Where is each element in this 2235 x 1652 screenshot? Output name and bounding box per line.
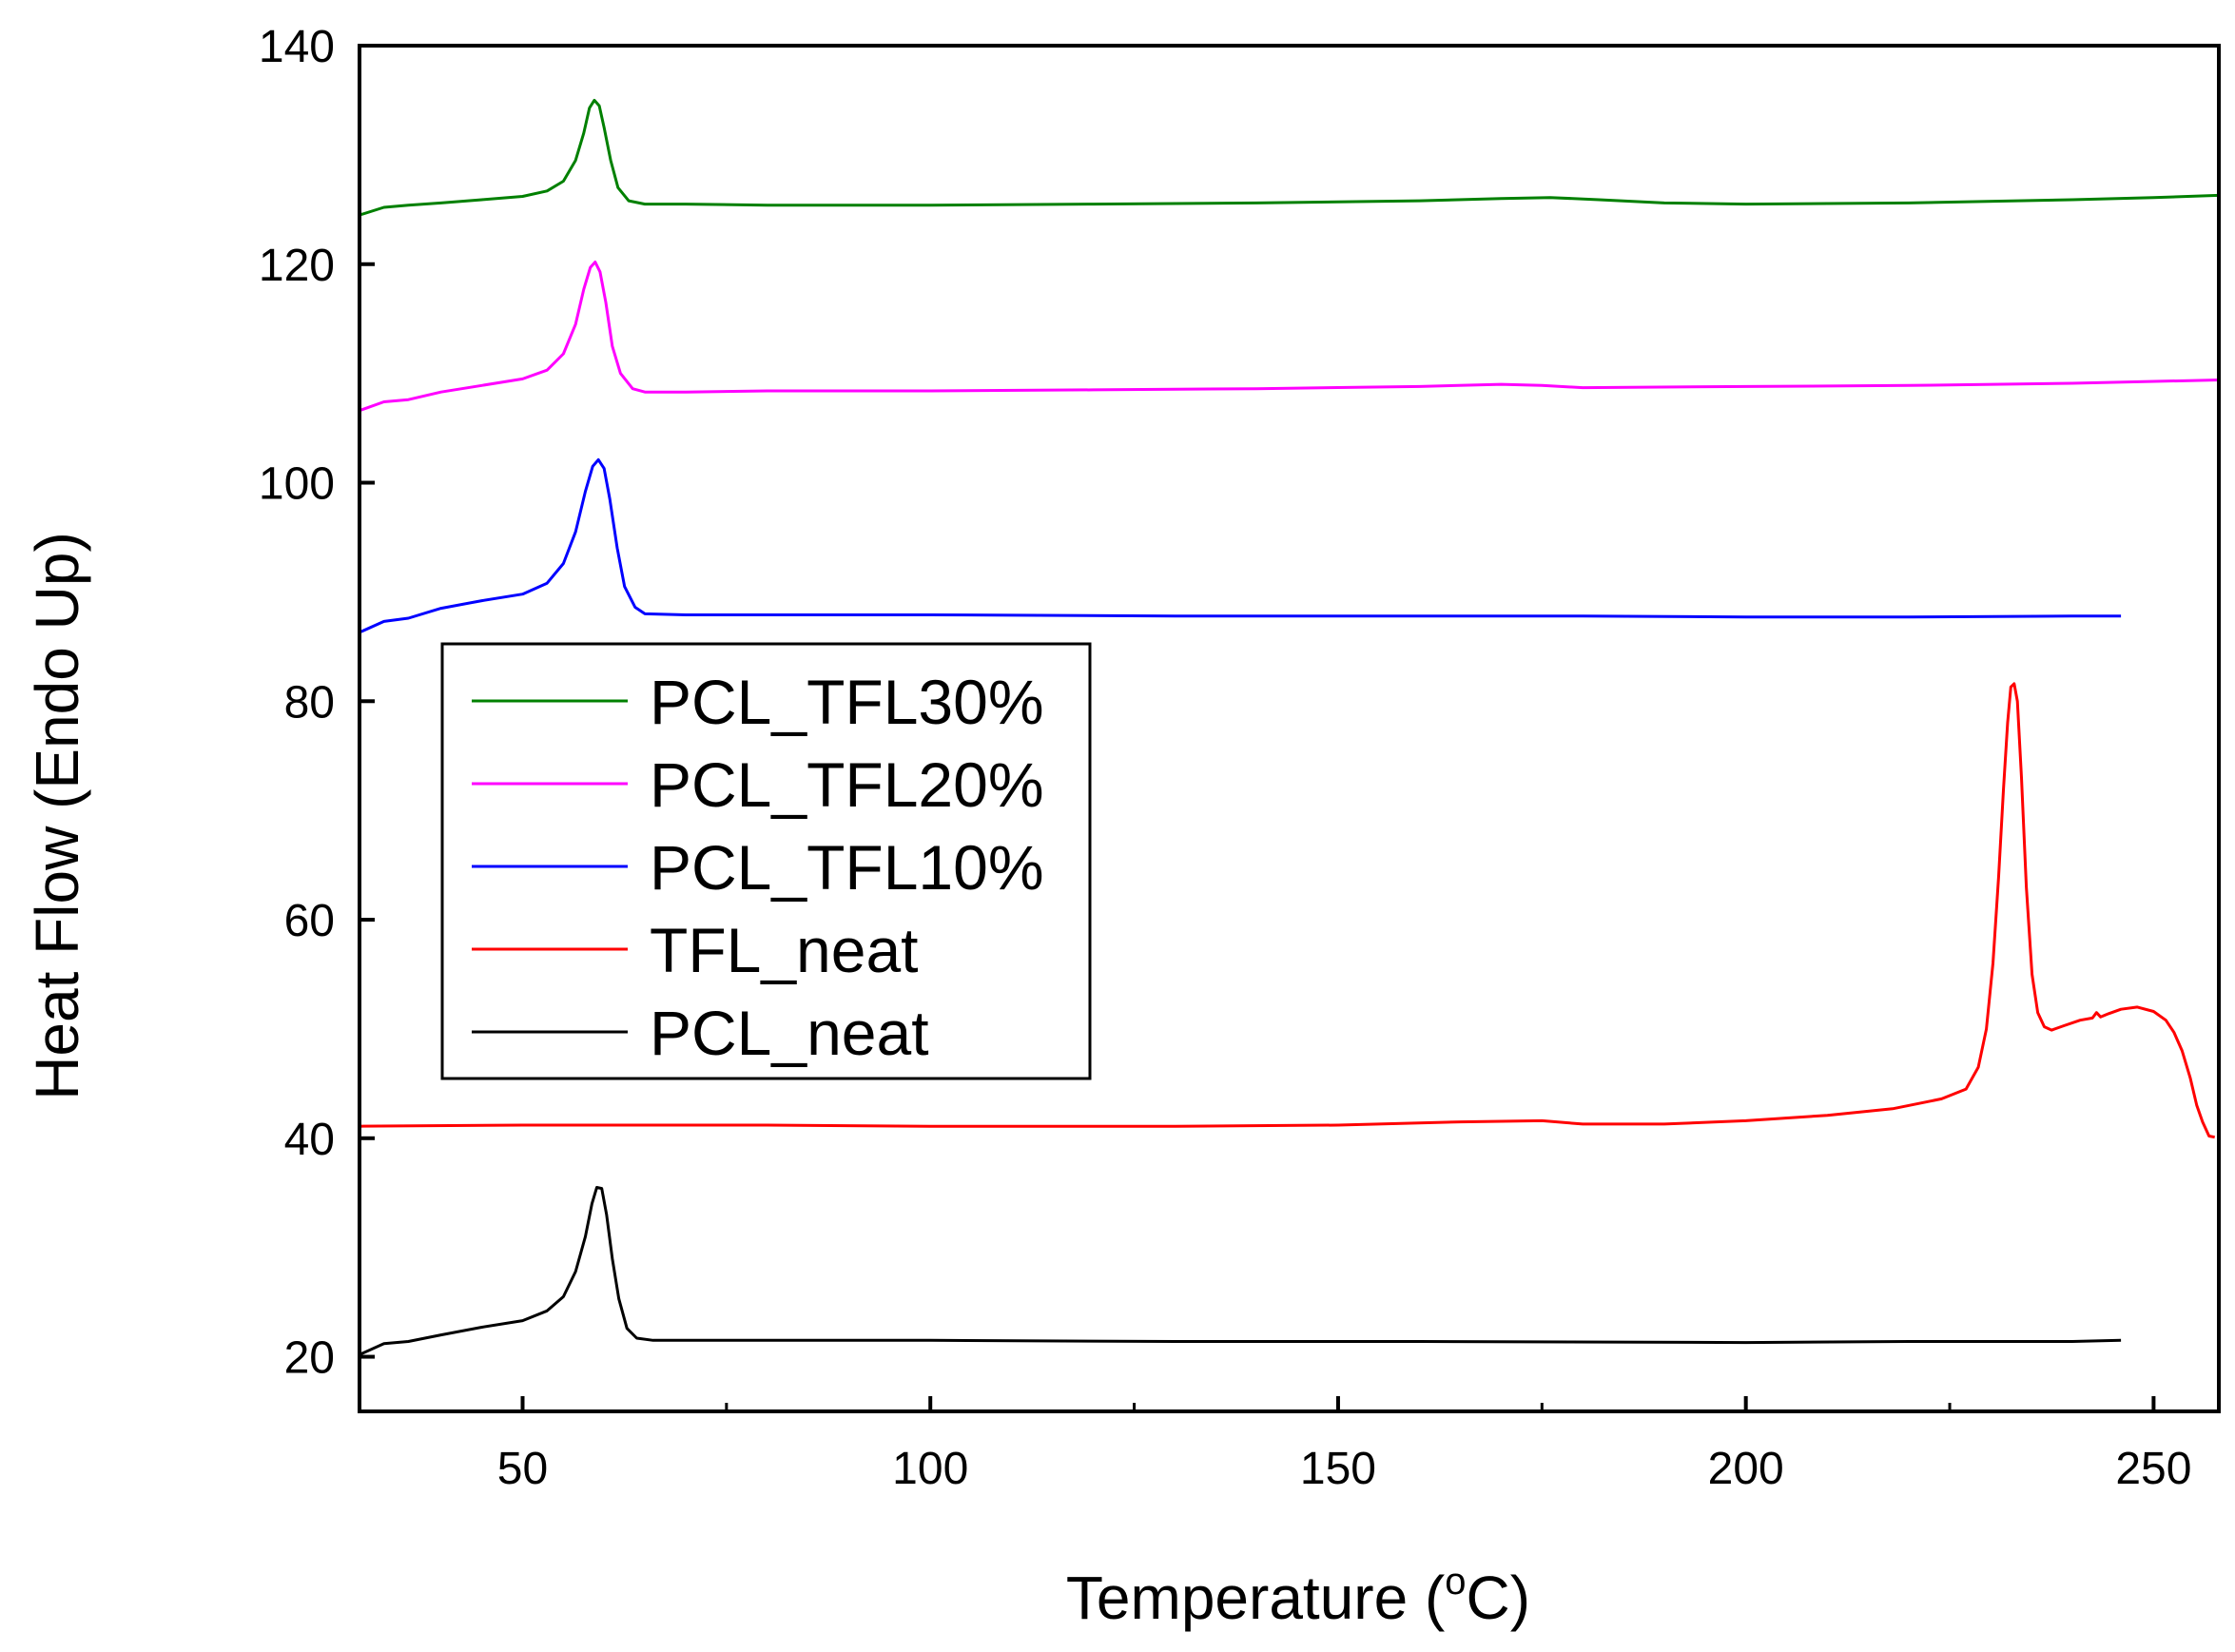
legend-label-pcl-neat: PCL_neat <box>650 998 929 1068</box>
legend-label-pcl-tfl10pct: PCL_TFL10% <box>650 832 1044 903</box>
y-tick-label: 20 <box>284 1333 335 1384</box>
x-tick-label: 50 <box>497 1444 548 1494</box>
series-layer <box>359 98 2220 1356</box>
y-tick-label: 60 <box>284 896 335 946</box>
y-tick-label: 100 <box>259 459 335 510</box>
legend-label-pcl-tfl30pct: PCL_TFL30% <box>650 667 1044 737</box>
plot-frame <box>358 44 2221 1413</box>
x-axis-title-unit: C) <box>1467 1564 1531 1632</box>
legend-label-tfl-neat: TFL_neat <box>650 915 919 985</box>
series-line-pcl-tfl20pct <box>359 261 2220 413</box>
y-tick-label: 40 <box>284 1115 335 1165</box>
legend: PCL_TFL30% PCL_TFL20% PCL_TFL10% TFL_neat PC… <box>440 642 1092 1080</box>
series-line-pcl-tfl30pct <box>359 98 2220 217</box>
legend-label-pcl-tfl20pct: PCL_TFL20% <box>650 749 1044 820</box>
x-axis-title: Temperature (oC) <box>1066 1561 1530 1632</box>
legend-box <box>440 642 1092 1080</box>
x-axis-title-main: Temperature ( <box>1066 1564 1445 1632</box>
y-tick-label: 80 <box>284 677 335 728</box>
series-line-pcl-neat <box>359 1186 2122 1356</box>
y-axis-title: Heat Flow (Endo Up) <box>23 532 91 1100</box>
x-axis-title-degree: o <box>1445 1561 1466 1603</box>
x-tick-label: 150 <box>1300 1444 1376 1494</box>
x-tick-label: 100 <box>892 1444 968 1494</box>
x-tick-label: 200 <box>1708 1444 1784 1494</box>
y-tick-label: 120 <box>259 241 335 291</box>
y-tick-label: 140 <box>259 22 335 72</box>
series-line-pcl-tfl10pct <box>359 457 2122 634</box>
x-tick-label: 250 <box>2115 1444 2191 1494</box>
axis-ticks: 50 100 150 200 250 20 40 60 80 100 120 140 <box>259 22 2192 1494</box>
series-line-tfl-neat <box>359 682 2215 1139</box>
